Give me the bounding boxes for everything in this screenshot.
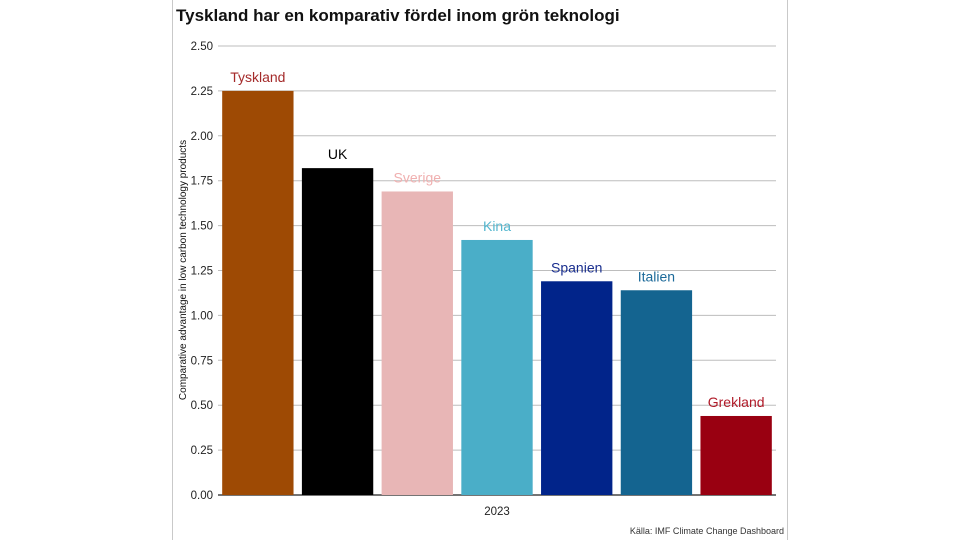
x-axis-label: 2023 bbox=[484, 506, 510, 518]
chart-title: Tyskland har en komparativ fördel inom g… bbox=[176, 6, 620, 25]
y-tick-label: 1.75 bbox=[191, 176, 213, 188]
y-axis-label: Comparative advantage in low carbon tech… bbox=[178, 140, 189, 400]
y-tick-label: 0.25 bbox=[191, 445, 213, 457]
bar-label-uk: UK bbox=[328, 146, 348, 162]
y-tick-label: 1.25 bbox=[191, 266, 213, 278]
bar-labels: Tyskland UK Sverige Kina Spanien Italien Grekl… bbox=[230, 69, 764, 410]
y-tick-label: 2.00 bbox=[191, 131, 213, 143]
bar-kina bbox=[461, 239, 533, 495]
bar-label-grekland: Grekland bbox=[708, 394, 765, 410]
bar-grekland bbox=[700, 415, 772, 495]
bar-spanien bbox=[541, 281, 613, 495]
bar-label-sverige: Sverige bbox=[394, 169, 442, 185]
y-tick-label: 0.00 bbox=[191, 490, 213, 502]
y-tick-label: 0.50 bbox=[191, 400, 213, 412]
bar-italien bbox=[620, 290, 693, 495]
bar-label-tyskland: Tyskland bbox=[230, 69, 285, 85]
y-tick-label: 2.50 bbox=[191, 41, 213, 53]
y-tick-label: 2.25 bbox=[191, 86, 213, 98]
bar-tyskland bbox=[222, 90, 294, 496]
y-tick-label: 1.00 bbox=[191, 310, 213, 322]
bar-label-kina: Kina bbox=[483, 218, 511, 234]
y-tick-label: 0.75 bbox=[191, 355, 213, 367]
bar-sverige bbox=[381, 191, 453, 495]
y-tick-labels: 0.00 0.25 0.50 0.75 1.00 1.25 1.50 1.75 2.00 2.25… bbox=[191, 41, 213, 502]
bar-label-italien: Italien bbox=[638, 268, 675, 284]
source-note: Källa: IMF Climate Change Dashboard bbox=[629, 526, 784, 536]
bars bbox=[222, 90, 772, 496]
bar-uk bbox=[301, 168, 374, 496]
y-tick-label: 1.50 bbox=[191, 221, 213, 233]
bar-label-spanien: Spanien bbox=[551, 259, 602, 275]
